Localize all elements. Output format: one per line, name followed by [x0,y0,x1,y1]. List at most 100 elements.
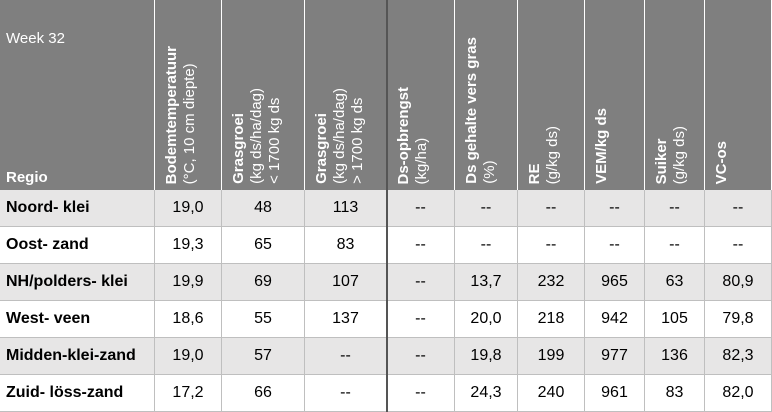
value-cell: 69 [222,264,305,301]
value-cell: -- [645,227,705,264]
value-cell: 136 [645,338,705,375]
column-title-line: (kg ds/ha/dag) [248,88,265,184]
value-cell: 63 [645,264,705,301]
column-title: Grasgroei (kg ds/ha/dag) > 1700 kg ds [313,88,367,184]
value-cell: -- [518,227,585,264]
region-cell: Zuid- löss-zand [0,375,155,412]
value-cell: 240 [518,375,585,412]
value-cell: 57 [222,338,305,375]
column-title: Bodemtemperatuur (°C, 10 cm diepte) [163,46,199,184]
column-title: Suiker (g/kg ds) [653,126,689,184]
value-cell: 19,8 [455,338,518,375]
value-cell: 18,6 [155,301,222,338]
value-cell: -- [305,338,387,375]
column-title-line: Ds-opbrengst [395,86,412,185]
column-title-line: Bodemtemperatuur [163,45,180,184]
value-cell: 965 [585,264,645,301]
value-cell: -- [518,190,585,227]
column-title-line: RE [526,163,543,184]
value-cell: 83 [645,375,705,412]
value-cell: 105 [645,301,705,338]
value-cell: 961 [585,375,645,412]
value-cell: 137 [305,301,387,338]
value-cell: 79,8 [705,301,772,338]
column-title: Ds-opbrengst (kg/ha) [395,87,431,185]
region-label: Regio [6,169,48,186]
column-header: Ds-opbrengst (kg/ha) [387,0,455,190]
column-header: VC-os [705,0,772,190]
column-title-line: (°C, 10 cm diepte) [181,62,198,184]
value-cell: -- [387,338,455,375]
value-cell: 82,0 [705,375,772,412]
region-cell: Oost- zand [0,227,155,264]
column-title: VC-os [713,141,731,184]
value-cell: 66 [222,375,305,412]
value-cell: -- [387,301,455,338]
column-title-line: > 1700 kg ds [349,97,366,184]
region-cell: NH/polders- klei [0,264,155,301]
column-title: RE (g/kg ds) [526,126,562,184]
column-title-line: < 1700 kg ds [266,97,283,184]
column-title-line: Grasgroei [313,113,330,184]
value-cell: 24,3 [455,375,518,412]
column-title-line: VEM/kg ds [593,108,610,184]
value-cell: -- [705,190,772,227]
column-title-line: (kg/ha) [413,137,430,184]
column-title-line: Suiker [653,138,670,184]
value-cell: -- [585,190,645,227]
separator [386,0,388,412]
column-title: Grasgroei (kg ds/ha/dag) < 1700 kg ds [230,88,284,184]
region-cell: West- veen [0,301,155,338]
value-cell: 19,0 [155,338,222,375]
value-cell: 17,2 [155,375,222,412]
value-cell: 232 [518,264,585,301]
value-cell: 107 [305,264,387,301]
column-title-line: VC-os [713,140,730,184]
header-corner: Week 32 Regio [0,0,155,190]
value-cell: 65 [222,227,305,264]
column-header: Bodemtemperatuur (°C, 10 cm diepte) [155,0,222,190]
value-cell: 942 [585,301,645,338]
value-cell: 20,0 [455,301,518,338]
column-title: Ds gehalte vers gras (%) [463,37,499,184]
column-title-line: Ds gehalte vers gras [463,37,480,184]
value-cell: -- [705,227,772,264]
value-cell: 13,7 [455,264,518,301]
value-cell: -- [387,375,455,412]
value-cell: -- [305,375,387,412]
value-cell: -- [645,190,705,227]
column-header: RE (g/kg ds) [518,0,585,190]
week: Week 32 [6,30,65,47]
value-cell: 218 [518,301,585,338]
value-cell: 82,3 [705,338,772,375]
column-header: Grasgroei (kg ds/ha/dag) > 1700 kg ds [305,0,387,190]
value-cell: -- [387,264,455,301]
value-cell: 113 [305,190,387,227]
column-title-line: (%) [481,160,498,184]
region-cell: Noord- klei [0,190,155,227]
column-title: VEM/kg ds [593,108,611,184]
value-cell: -- [455,190,518,227]
value-cell: -- [585,227,645,264]
column-title-line: Grasgroei [230,113,247,184]
value-cell: 19,3 [155,227,222,264]
column-header: VEM/kg ds [585,0,645,190]
value-cell: 83 [305,227,387,264]
value-cell: 19,0 [155,190,222,227]
value-cell: -- [387,227,455,264]
value-cell: 48 [222,190,305,227]
value-cell: -- [455,227,518,264]
column-header: Grasgroei (kg ds/ha/dag) < 1700 kg ds [222,0,305,190]
value-cell: 80,9 [705,264,772,301]
region-cell: Midden-klei-zand [0,338,155,375]
column-title-line: (g/kg ds) [544,125,561,184]
value-cell: 55 [222,301,305,338]
value-cell: 199 [518,338,585,375]
column-header: Suiker (g/kg ds) [645,0,705,190]
value-cell: 977 [585,338,645,375]
column-title-line: (g/kg ds) [671,125,688,184]
value-cell: -- [387,190,455,227]
value-cell: 19,9 [155,264,222,301]
column-title-line: (kg ds/ha/dag) [331,88,348,184]
